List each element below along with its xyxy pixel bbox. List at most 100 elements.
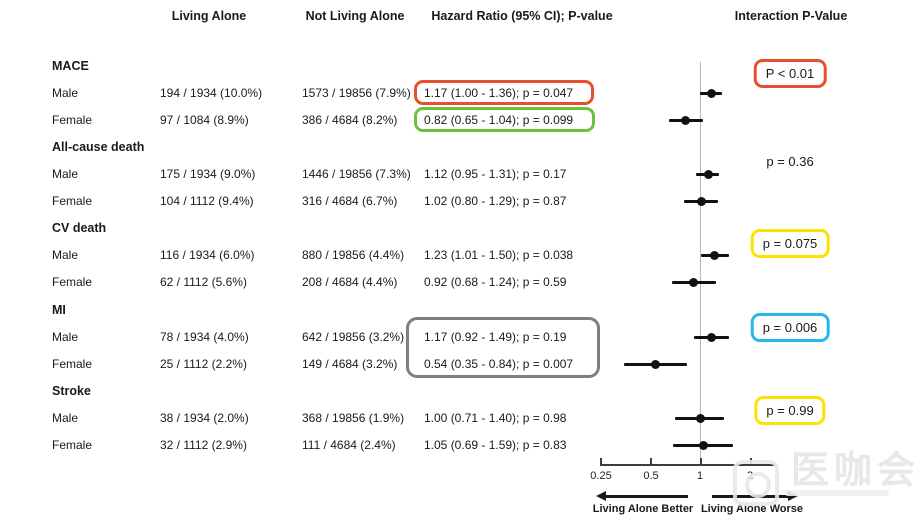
hr-point [703, 170, 713, 179]
watermark-subline [785, 490, 889, 496]
hazard-ratio-cell: 0.54 (0.35 - 0.84); p = 0.007 [424, 357, 574, 371]
not-living-alone-cell: 149 / 4684 (3.2%) [302, 357, 398, 371]
hr-point [699, 441, 709, 450]
living-alone-cell: 32 / 1112 (2.9%) [160, 438, 247, 452]
outcome-row-mi: MI [0, 297, 640, 324]
hr-point [706, 89, 716, 98]
hr-point [681, 116, 691, 125]
hazard-ratio-cell: 1.17 (1.00 - 1.36); p = 0.047 [424, 86, 574, 100]
x-axis-tick-label: 1 [696, 470, 704, 482]
hazard-ratio-cell: 1.23 (1.01 - 1.50); p = 0.038 [424, 248, 574, 262]
outcome-label: All-cause death [52, 140, 145, 154]
table-row: Male 78 / 1934 (4.0%) 642 / 19856 (3.2%)… [0, 324, 640, 351]
not-living-alone-cell: 208 / 4684 (4.4%) [302, 275, 398, 289]
living-alone-cell: 78 / 1934 (4.0%) [160, 330, 249, 344]
sex-label: Male [52, 167, 79, 181]
not-living-alone-cell: 642 / 19856 (3.2%) [302, 330, 405, 344]
outcome-label: MACE [52, 59, 89, 73]
interaction-pvalue-cv-death: p = 0.075 [750, 229, 830, 258]
right-arrow-line [712, 495, 788, 498]
x-axis-tick-label: 2 [746, 470, 754, 482]
x-axis-tick [700, 458, 702, 465]
living-alone-cell: 25 / 1112 (2.2%) [160, 357, 247, 371]
not-living-alone-cell: 368 / 19856 (1.9%) [302, 411, 405, 425]
not-living-alone-cell: 880 / 19856 (4.4%) [302, 248, 405, 262]
hazard-ratio-cell: 0.82 (0.65 - 1.04); p = 0.099 [424, 113, 574, 127]
hazard-ratio-cell: 1.02 (0.80 - 1.29); p = 0.87 [424, 194, 567, 208]
mi-highlight-box [406, 317, 600, 378]
sex-label: Male [52, 248, 79, 262]
x-axis-tick [600, 458, 602, 465]
table-row: Male 38 / 1934 (2.0%) 368 / 19856 (1.9%)… [0, 405, 640, 432]
sex-label: Female [52, 438, 93, 452]
interaction-pvalue-mi: p = 0.006 [750, 313, 830, 342]
mace-male-highlight-box [414, 80, 594, 105]
table-row: Female 97 / 1084 (8.9%) 386 / 4684 (8.2%… [0, 107, 640, 134]
table-row: Female 25 / 1112 (2.2%) 149 / 4684 (3.2%… [0, 351, 640, 378]
sex-label: Female [52, 113, 93, 127]
outcome-label: Stroke [52, 384, 91, 398]
sex-label: Female [52, 357, 93, 371]
outcome-row-stroke: Stroke [0, 378, 640, 405]
x-axis-tick-label: 0.25 [590, 470, 612, 482]
watermark: 医咖会 [733, 452, 920, 506]
outcome-row-mace: MACE [0, 53, 640, 80]
hazard-ratio-cell: 1.17 (0.92 - 1.49); p = 0.19 [424, 330, 567, 344]
left-arrow-line [606, 495, 688, 498]
not-living-alone-cell: 316 / 4684 (6.7%) [302, 194, 398, 208]
x-axis-tick [650, 458, 652, 465]
hr-point [695, 414, 705, 423]
sex-label: Male [52, 411, 79, 425]
interaction-pvalue-stroke: p = 0.99 [754, 396, 826, 425]
column-header-not-living-alone: Not Living Alone [305, 9, 405, 23]
interaction-pvalue-mace: P < 0.01 [753, 59, 827, 88]
column-header-living-alone: Living Alone [171, 9, 247, 23]
hr-point [696, 197, 706, 206]
hr-point [706, 333, 716, 342]
hr-point [651, 360, 661, 369]
living-alone-cell: 38 / 1934 (2.0%) [160, 411, 249, 425]
watermark-text: 医咖会 [791, 450, 921, 492]
hr-point [710, 251, 720, 260]
not-living-alone-cell: 386 / 4684 (8.2%) [302, 113, 398, 127]
not-living-alone-cell: 1573 / 19856 (7.9%) [302, 86, 411, 100]
living-alone-cell: 194 / 1934 (10.0%) [160, 86, 263, 100]
table-row: Female 32 / 1112 (2.9%) 111 / 4684 (2.4%… [0, 432, 640, 459]
not-living-alone-cell: 1446 / 19856 (7.3%) [302, 167, 411, 181]
living-alone-cell: 175 / 1934 (9.0%) [160, 167, 256, 181]
living-alone-cell: 104 / 1112 (9.4%) [160, 194, 254, 208]
table-row: Female 104 / 1112 (9.4%) 316 / 4684 (6.7… [0, 188, 640, 215]
table-row: Male 175 / 1934 (9.0%) 1446 / 19856 (7.3… [0, 161, 640, 188]
living-alone-cell: 62 / 1112 (5.6%) [160, 275, 247, 289]
sex-label: Male [52, 86, 79, 100]
outcome-label: CV death [52, 221, 107, 235]
outcome-label: MI [52, 303, 66, 317]
x-axis-tick [750, 458, 752, 465]
not-living-alone-cell: 111 / 4684 (2.4%) [302, 438, 396, 452]
axis-direction-label-left: Living Alone Better [592, 503, 694, 515]
outcome-row-cv-death: CV death [0, 215, 640, 242]
axis-direction-label-right: Living Alone Worse [700, 503, 804, 515]
hazard-ratio-cell: 1.05 (0.69 - 1.59); p = 0.83 [424, 438, 567, 452]
interaction-pvalue-all-cause-death: p = 0.36 [766, 154, 814, 169]
outcome-row-all-cause-death: All-cause death [0, 134, 640, 161]
mace-female-highlight-box [414, 106, 595, 132]
hazard-ratio-cell: 1.12 (0.95 - 1.31); p = 0.17 [424, 167, 567, 181]
column-header-interaction-pvalue: Interaction P-Value [734, 9, 848, 23]
table-row: Male 116 / 1934 (6.0%) 880 / 19856 (4.4%… [0, 242, 640, 269]
living-alone-cell: 97 / 1084 (8.9%) [160, 113, 249, 127]
right-arrow-icon [788, 491, 798, 501]
hr-point [689, 278, 699, 287]
column-header-hazard-ratio: Hazard Ratio (95% CI); P-value [431, 9, 613, 23]
watermark-logo-icon [733, 460, 779, 506]
hazard-ratio-cell: 0.92 (0.68 - 1.24); p = 0.59 [424, 275, 567, 289]
living-alone-cell: 116 / 1934 (6.0%) [160, 248, 255, 262]
sex-label: Female [52, 194, 93, 208]
hazard-ratio-cell: 1.00 (0.71 - 1.40); p = 0.98 [424, 411, 567, 425]
x-axis-tick-label: 0.5 [643, 470, 659, 482]
sex-label: Female [52, 275, 93, 289]
sex-label: Male [52, 330, 79, 344]
table-row: Male 194 / 1934 (10.0%) 1573 / 19856 (7.… [0, 80, 640, 107]
x-axis-line [600, 464, 775, 466]
